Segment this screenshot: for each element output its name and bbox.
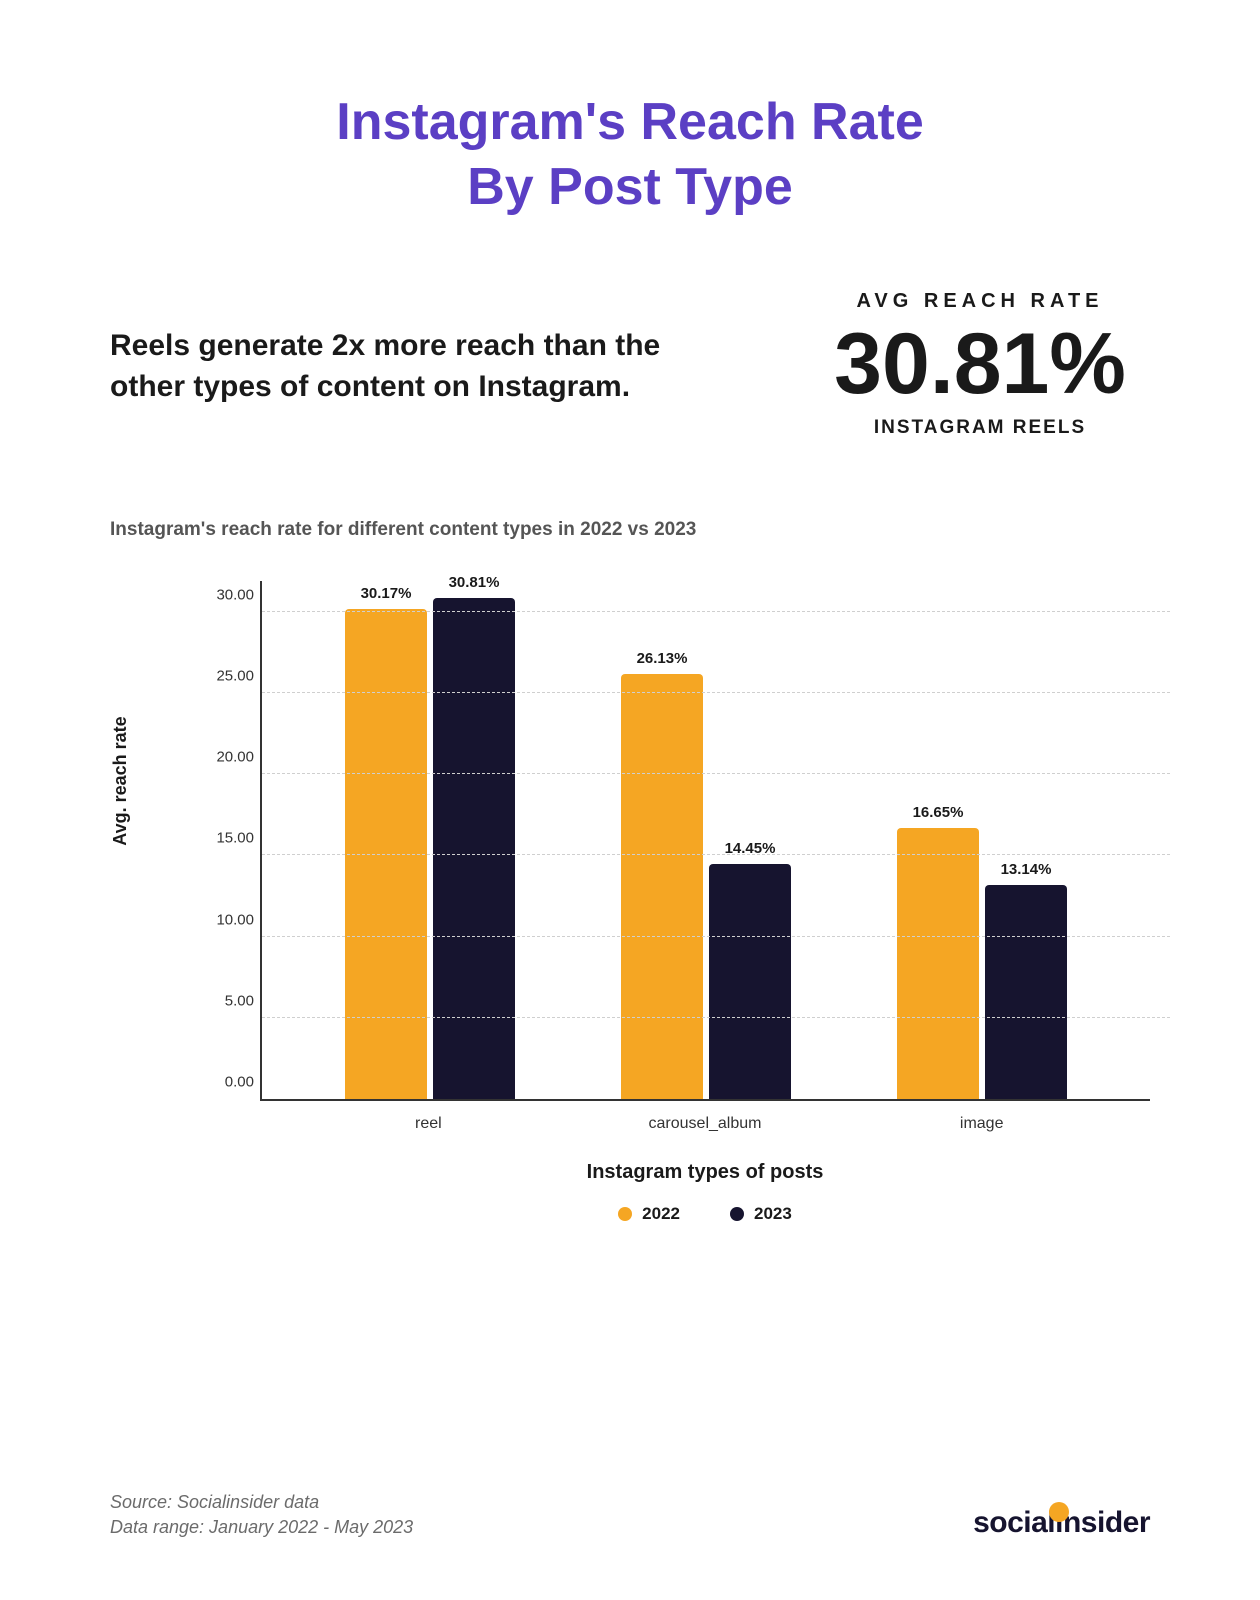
chart-bar-label: 16.65% [913, 804, 964, 821]
chart-bar-label: 13.14% [1001, 861, 1052, 878]
chart-ylabel: Avg. reach rate [110, 716, 131, 845]
stat-label-top: AVG REACH RATE [810, 290, 1150, 313]
chart-bars-area: 30.17%30.81%26.13%14.45%16.65%13.14% [262, 581, 1150, 1099]
brand-logo: socialinsider [973, 1506, 1150, 1540]
chart-bar-group: 16.65%13.14% [844, 581, 1120, 1099]
chart-xtick: image [843, 1115, 1120, 1133]
legend-dot-icon [730, 1207, 744, 1221]
footer-range: Data range: January 2022 - May 2023 [110, 1515, 413, 1540]
chart-bar: 14.45% [709, 864, 791, 1099]
chart-subtitle: Instagram's reach rate for different con… [110, 519, 1150, 541]
chart: Avg. reach rate 30.17%30.81%26.13%14.45%… [110, 581, 1150, 1224]
chart-bar: 30.81% [433, 598, 515, 1099]
chart-bar: 26.13% [621, 674, 703, 1099]
chart-gridline [262, 773, 1170, 774]
chart-xtick: carousel_album [567, 1115, 844, 1133]
chart-ytick: 25.00 [202, 667, 254, 684]
summary-row: Reels generate 2x more reach than the ot… [110, 290, 1150, 439]
chart-xlabel: Instagram types of posts [260, 1161, 1150, 1184]
title-line-2: By Post Type [467, 158, 793, 216]
chart-bar-group: 30.17% 30.81% [292, 581, 568, 1099]
chart-bar: 16.65% [897, 828, 979, 1099]
chart-ytick: 30.00 [202, 586, 254, 603]
page-title: Instagram's Reach Rate By Post Type [110, 90, 1150, 220]
chart-xtick: reel [290, 1115, 567, 1133]
brand-dot-icon: i [1055, 1506, 1063, 1540]
stat-label-bottom: INSTAGRAM REELS [810, 417, 1150, 439]
chart-plot-area: 30.17%30.81%26.13%14.45%16.65%13.14% 0.0… [260, 581, 1150, 1101]
chart-gridline [262, 692, 1170, 693]
legend-label: 2022 [642, 1204, 680, 1224]
legend-dot-icon [618, 1207, 632, 1221]
brand-suffix: nsider [1063, 1506, 1150, 1539]
chart-legend: 2022 2023 [260, 1204, 1150, 1224]
title-line-1: Instagram's Reach Rate [336, 93, 924, 151]
legend-item: 2022 [618, 1204, 680, 1224]
chart-gridline [262, 611, 1170, 612]
chart-bar-label: 26.13% [637, 650, 688, 667]
chart-gridline [262, 936, 1170, 937]
summary-text: Reels generate 2x more reach than the ot… [110, 290, 710, 407]
chart-ytick: 10.00 [202, 911, 254, 928]
chart-bar-label: 30.81% [449, 574, 500, 591]
chart-ytick: 5.00 [202, 992, 254, 1009]
footer: Source: Socialinsider data Data range: J… [110, 1490, 413, 1540]
chart-bar: 13.14% [985, 885, 1067, 1099]
legend-label: 2023 [754, 1204, 792, 1224]
chart-ytick: 0.00 [202, 1074, 254, 1091]
stat-block: AVG REACH RATE 30.81% INSTAGRAM REELS [810, 290, 1150, 439]
chart-gridline [262, 1017, 1170, 1018]
brand-prefix: social [973, 1506, 1055, 1539]
chart-ytick: 20.00 [202, 749, 254, 766]
chart-gridline [262, 854, 1170, 855]
stat-value: 30.81% [810, 321, 1150, 407]
legend-item: 2023 [730, 1204, 792, 1224]
chart-ytick: 15.00 [202, 830, 254, 847]
chart-bar-group: 26.13%14.45% [568, 581, 844, 1099]
chart-xticks: reelcarousel_albumimage [260, 1101, 1150, 1133]
footer-source: Source: Socialinsider data [110, 1490, 413, 1515]
chart-bar-label: 30.17% [361, 585, 412, 602]
